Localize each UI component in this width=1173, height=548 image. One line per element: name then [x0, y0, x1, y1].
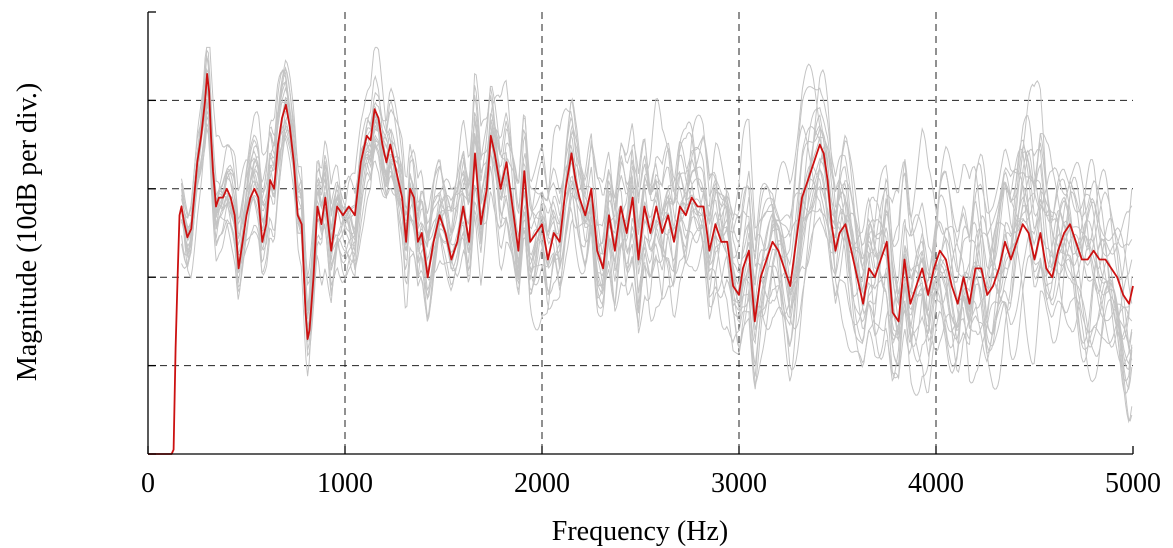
individual-spectrum-line — [181, 66, 1133, 375]
individual-spectrum-line — [181, 101, 1132, 352]
mean-spectrum-line — [148, 73, 1134, 455]
individual-spectrum-line — [181, 46, 1133, 369]
x-tick-label: 2000 — [514, 468, 570, 499]
x-tick-label: 0 — [141, 468, 155, 499]
individual-spectrum-line — [181, 48, 1133, 348]
individual-spectrum-line — [181, 73, 1133, 395]
individual-spectrum-line — [181, 74, 1133, 391]
individual-spectrum-line — [181, 67, 1133, 374]
x-tick-label: 4000 — [908, 468, 964, 499]
y-axis-title: Magnitude (10dB per div.) — [12, 83, 43, 381]
x-tick-label: 5000 — [1105, 468, 1161, 499]
individual-spectra — [181, 46, 1133, 424]
x-axis-title: Frequency (Hz) — [552, 516, 728, 547]
individual-spectrum-line — [181, 88, 1133, 386]
axes — [147, 12, 1133, 455]
individual-spectrum-line — [181, 83, 1133, 396]
mean-spectrum — [148, 73, 1134, 455]
ticks: 0 1000 2000 3000 4000 5000 — [141, 11, 1161, 499]
x-tick-label: 1000 — [317, 468, 373, 499]
x-tick-label: 3000 — [711, 468, 767, 499]
individual-spectrum-line — [181, 46, 1133, 382]
